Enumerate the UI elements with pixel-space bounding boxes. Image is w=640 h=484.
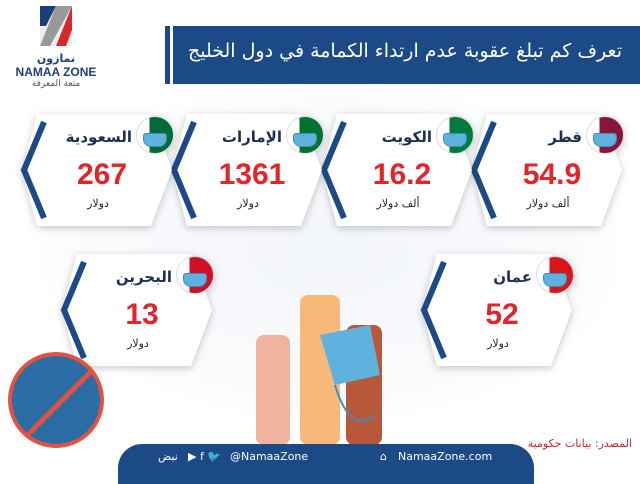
country-name: البحرين [115, 268, 172, 286]
country-name: عمان [493, 268, 532, 286]
fine-value: 54.9 [522, 158, 582, 191]
logo-english: NAMAA ZONE [15, 65, 97, 79]
website-link[interactable]: NamaaZone.com [398, 450, 493, 463]
social-icons: ▶ f 🐦 [188, 450, 222, 463]
footer-bar: نبض ▶ f 🐦 @NamaaZone ⌂ NamaaZone.com [118, 444, 534, 484]
logo-tagline: متعة المعرفة [31, 79, 81, 89]
fine-value: 52 [485, 298, 519, 331]
flag-mask-icon [586, 116, 624, 154]
country-card: الإمارات 1361 دولار [170, 114, 324, 226]
fine-unit: دولار [127, 337, 149, 350]
flag-mask-icon [286, 116, 324, 154]
chevron-left-icon [320, 120, 347, 220]
flag-mask-icon [176, 256, 214, 294]
social-handle[interactable]: @NamaaZone [230, 450, 309, 463]
country-name: الإمارات [221, 128, 282, 146]
fine-unit: دولار [237, 197, 259, 210]
flag-mask-icon [436, 116, 474, 154]
flag-mask-icon [536, 256, 574, 294]
flag-mask-icon [136, 116, 174, 154]
country-name: السعودية [65, 128, 132, 146]
no-mask-crowd-icon [8, 352, 104, 448]
fine-value: 16.2 [372, 158, 432, 191]
country-card: الكويت 16.2 ألف دولار [320, 114, 474, 226]
country-card: قطر 54.9 ألف دولار [470, 114, 624, 226]
chevron-left-icon [170, 120, 197, 220]
chevron-left-icon [420, 260, 447, 360]
home-icon: ⌂ [380, 450, 387, 463]
fine-unit: دولار [487, 337, 509, 350]
country-card: البحرين 13 دولار [60, 254, 214, 366]
country-card: عمان 52 دولار [420, 254, 574, 366]
logo: نمازون NAMAA ZONE متعة المعرفة [6, 4, 106, 89]
raised-fists-illustration [256, 295, 382, 445]
chevron-left-icon [20, 120, 47, 220]
fine-unit: ألف دولار [376, 197, 420, 210]
page-title: تعرف كم تبلغ عقوبة عدم ارتداء الكمامة في… [170, 26, 640, 84]
nabd-link[interactable]: نبض [158, 450, 178, 463]
country-name: قطر [548, 128, 582, 146]
fine-value: 267 [76, 158, 128, 191]
logo-arabic: نمازون [36, 52, 76, 65]
chevron-left-icon [470, 120, 497, 220]
fine-value: 1361 [218, 158, 286, 191]
logo-mark [40, 6, 72, 46]
fine-unit: دولار [87, 197, 109, 210]
country-name: الكويت [381, 128, 432, 146]
source-note: المصدر: بيانات حكومية [527, 437, 632, 450]
fine-value: 13 [125, 298, 159, 331]
country-card: السعودية 267 دولار [20, 114, 174, 226]
fine-unit: ألف دولار [526, 197, 570, 210]
chevron-left-icon [60, 260, 87, 360]
